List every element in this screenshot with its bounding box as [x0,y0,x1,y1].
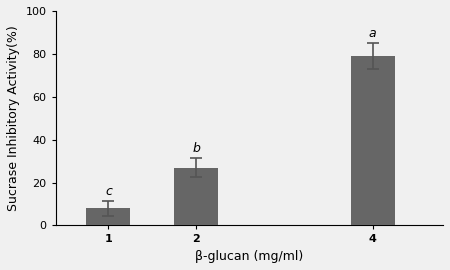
Text: a: a [369,27,376,40]
Text: c: c [105,185,112,198]
Y-axis label: Sucrase Inhibitory Activity(%): Sucrase Inhibitory Activity(%) [7,25,20,211]
Bar [175,168,218,225]
Text: b: b [193,142,200,155]
X-axis label: β-glucan (mg/ml): β-glucan (mg/ml) [195,250,303,263]
Bar [351,56,395,225]
Bar [86,208,130,225]
